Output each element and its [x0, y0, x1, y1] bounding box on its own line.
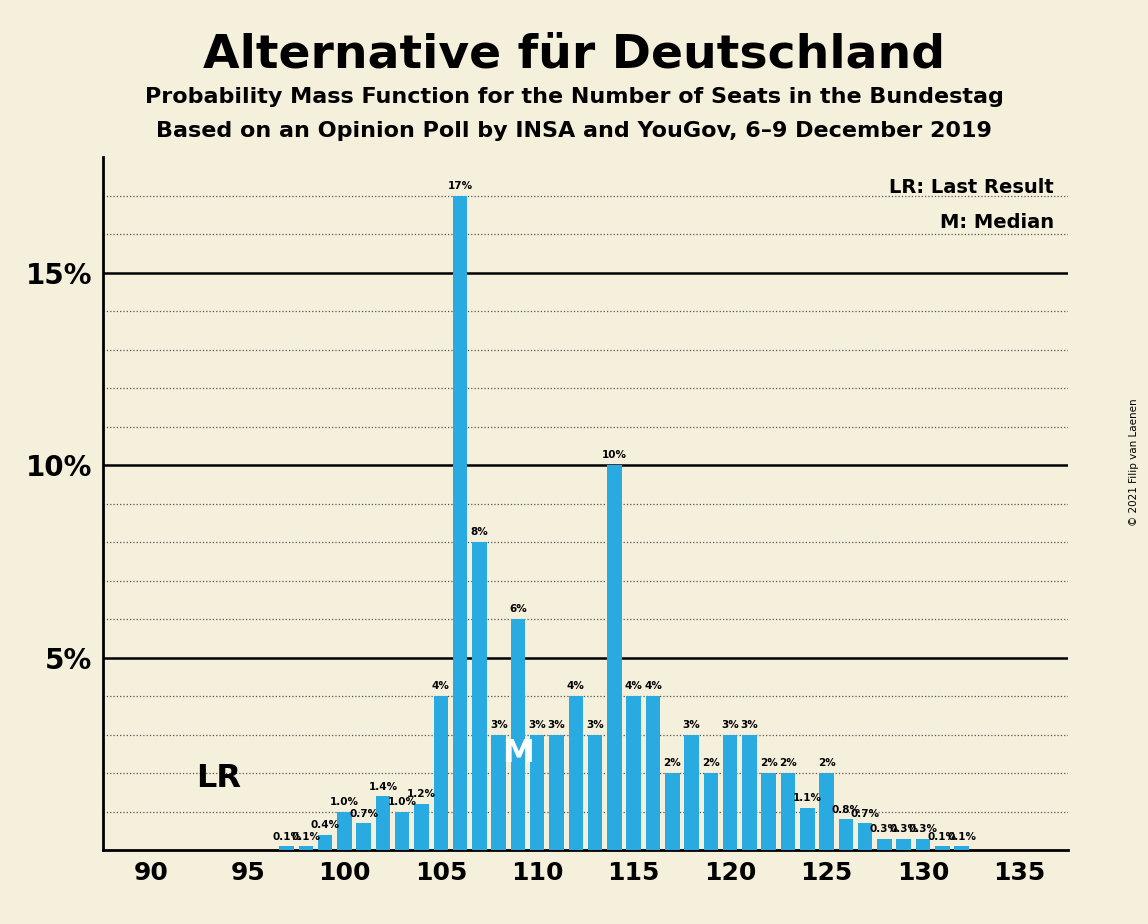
Text: 1.4%: 1.4% — [369, 782, 397, 792]
Text: 0.1%: 0.1% — [292, 832, 320, 842]
Text: 1.1%: 1.1% — [793, 793, 822, 803]
Bar — [897, 839, 912, 850]
Text: 0.8%: 0.8% — [831, 805, 860, 815]
Bar — [645, 696, 660, 850]
Bar — [800, 808, 814, 850]
Bar — [511, 619, 526, 850]
Bar — [839, 820, 853, 850]
Text: 10%: 10% — [602, 451, 627, 460]
Bar — [858, 823, 872, 850]
Text: 17%: 17% — [448, 181, 473, 191]
Bar — [761, 773, 776, 850]
Bar — [356, 823, 371, 850]
Text: 3%: 3% — [528, 720, 546, 730]
Bar — [588, 735, 603, 850]
Bar — [530, 735, 544, 850]
Text: LR: LR — [196, 763, 241, 795]
Text: 0.3%: 0.3% — [908, 824, 938, 834]
Text: LR: Last Result: LR: Last Result — [890, 178, 1054, 198]
Text: 0.7%: 0.7% — [349, 808, 378, 819]
Text: 0.1%: 0.1% — [947, 832, 976, 842]
Text: Alternative für Deutschland: Alternative für Deutschland — [203, 32, 945, 78]
Bar — [934, 846, 949, 850]
Text: 4%: 4% — [644, 682, 662, 691]
Bar — [742, 735, 757, 850]
Bar — [723, 735, 737, 850]
Text: M: Median: M: Median — [940, 213, 1054, 232]
Bar — [684, 735, 699, 850]
Text: M: M — [502, 738, 534, 770]
Text: 1.0%: 1.0% — [329, 797, 359, 807]
Bar — [954, 846, 969, 850]
Bar — [491, 735, 506, 850]
Bar — [414, 804, 429, 850]
Text: © 2021 Filip van Laenen: © 2021 Filip van Laenen — [1130, 398, 1139, 526]
Text: 3%: 3% — [548, 720, 566, 730]
Bar — [298, 846, 313, 850]
Text: 4%: 4% — [625, 682, 643, 691]
Text: Probability Mass Function for the Number of Seats in the Bundestag: Probability Mass Function for the Number… — [145, 87, 1003, 107]
Bar — [665, 773, 680, 850]
Bar — [472, 542, 487, 850]
Text: 0.1%: 0.1% — [272, 832, 301, 842]
Bar — [375, 796, 390, 850]
Text: 6%: 6% — [509, 604, 527, 614]
Text: 2%: 2% — [760, 759, 777, 769]
Text: 3%: 3% — [490, 720, 507, 730]
Text: 1.0%: 1.0% — [388, 797, 417, 807]
Text: 3%: 3% — [740, 720, 759, 730]
Text: Based on an Opinion Poll by INSA and YouGov, 6–9 December 2019: Based on an Opinion Poll by INSA and You… — [156, 121, 992, 141]
Bar — [338, 811, 351, 850]
Bar — [279, 846, 294, 850]
Bar — [781, 773, 796, 850]
Bar — [877, 839, 892, 850]
Bar — [607, 465, 621, 850]
Text: 0.3%: 0.3% — [870, 824, 899, 834]
Text: 3%: 3% — [587, 720, 604, 730]
Bar — [820, 773, 833, 850]
Bar — [549, 735, 564, 850]
Text: 0.3%: 0.3% — [890, 824, 918, 834]
Text: 4%: 4% — [567, 682, 584, 691]
Text: 0.4%: 0.4% — [311, 821, 340, 830]
Text: 2%: 2% — [701, 759, 720, 769]
Bar — [704, 773, 719, 850]
Text: 3%: 3% — [721, 720, 739, 730]
Text: 4%: 4% — [432, 682, 450, 691]
Bar — [568, 696, 583, 850]
Bar — [395, 811, 410, 850]
Text: 2%: 2% — [817, 759, 836, 769]
Text: 8%: 8% — [471, 528, 488, 538]
Bar — [916, 839, 930, 850]
Bar — [318, 834, 333, 850]
Text: 1.2%: 1.2% — [408, 789, 436, 799]
Bar — [434, 696, 448, 850]
Text: 2%: 2% — [779, 759, 797, 769]
Text: 3%: 3% — [683, 720, 700, 730]
Text: 0.7%: 0.7% — [851, 808, 879, 819]
Bar — [452, 196, 467, 850]
Text: 0.1%: 0.1% — [928, 832, 956, 842]
Text: 2%: 2% — [664, 759, 681, 769]
Bar — [627, 696, 641, 850]
